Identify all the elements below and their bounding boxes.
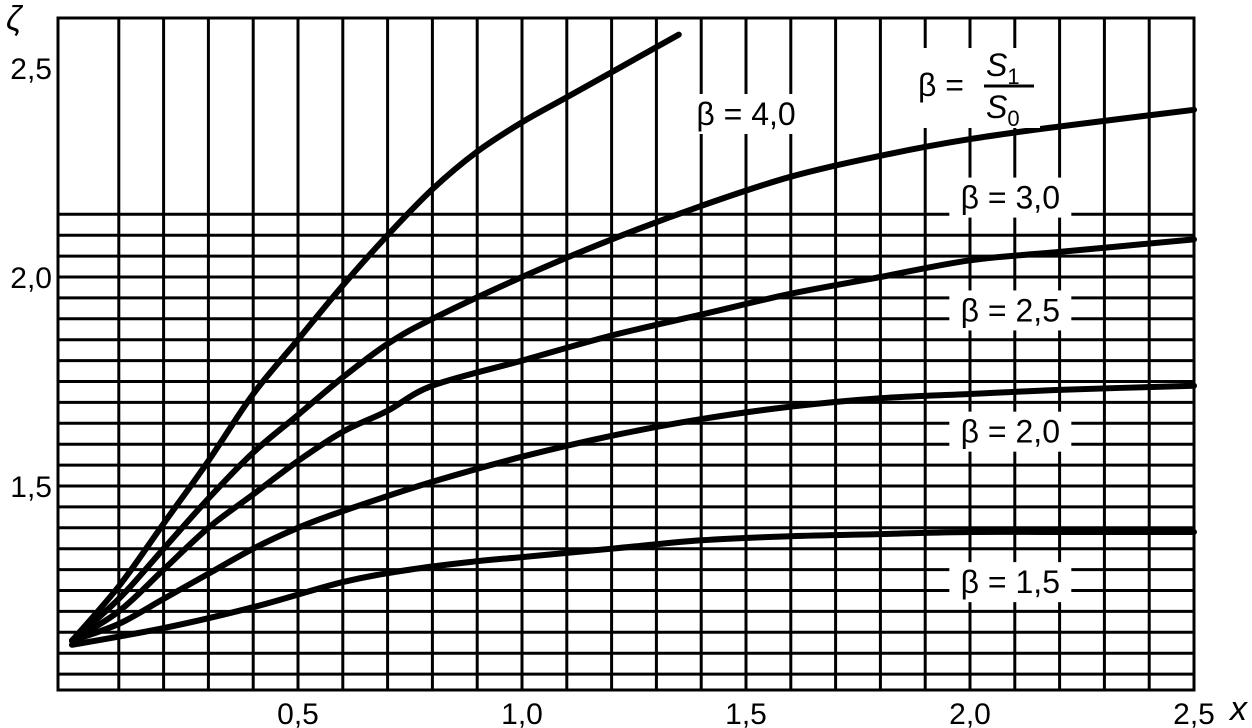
series-line-4 — [69, 528, 1197, 648]
plot-frame — [56, 16, 1196, 692]
curve-label-bg — [949, 562, 1072, 603]
series-line-1 — [69, 106, 1197, 644]
x-tick-label-0: 0,5 — [277, 698, 319, 728]
chart-curve-labels: β = 4,0 β = 3,0 β = 2,5 β = 2,0 β = 1,5 — [685, 93, 1072, 603]
formula-lhs: β = — [918, 67, 964, 103]
curve-label-bg — [949, 290, 1072, 331]
y-tick-label-2: 2,5 — [10, 53, 52, 86]
x-tick-label-1: 1,0 — [501, 698, 543, 728]
y-tick-label-1: 2,0 — [10, 262, 52, 295]
beta-formula: β = S1 S0 — [912, 47, 1040, 131]
x-tick-label-3: 2,0 — [949, 698, 991, 728]
x-tick-label-2: 1,5 — [725, 698, 767, 728]
chart-curves — [69, 31, 1197, 648]
curve-label-1: β = 3,0 — [961, 180, 1060, 216]
chart-tick-labels: 0,5 1,0 1,5 2,0 2,5 1,5 2,0 2,5 — [10, 53, 1215, 728]
formula-numerator: S1 — [986, 47, 1020, 89]
formula-denominator: S0 — [986, 89, 1020, 131]
series-line-2 — [69, 236, 1197, 644]
curve-label-4: β = 1,5 — [961, 564, 1060, 600]
x-axis-label: x — [1228, 690, 1248, 728]
x-tick-label-4: 2,5 — [1173, 698, 1215, 728]
series-line-3 — [69, 382, 1197, 644]
curve-label-0: β = 4,0 — [696, 96, 795, 132]
y-axis-label: ζ — [6, 0, 24, 38]
curve-label-bg — [685, 93, 807, 134]
curve-label-3: β = 2,0 — [961, 414, 1060, 450]
curve-label-bg — [949, 177, 1072, 218]
y-tick-label-0: 1,5 — [10, 471, 52, 504]
curve-label-2: β = 2,5 — [961, 292, 1060, 328]
curve-label-bg — [949, 411, 1072, 452]
series-line-0 — [69, 31, 682, 644]
